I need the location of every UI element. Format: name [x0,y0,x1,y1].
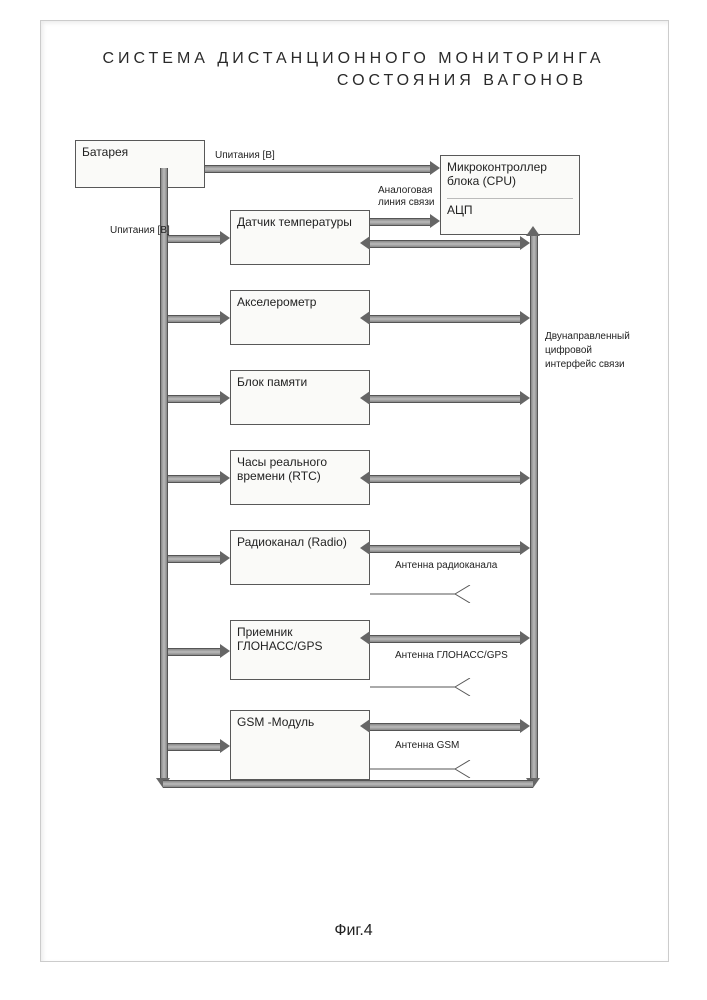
pwr-to-glonass-head [220,644,230,658]
pwr-to-rtc [168,475,220,483]
pwr-to-memory-head [220,391,230,405]
block-accel-label: Акселерометр [237,295,316,309]
rtc-to-bus [370,475,520,483]
radio-to-bus-head-l [360,541,370,555]
temp-to-bus [370,240,520,248]
accel-to-bus-head-r [520,311,530,325]
label-u-power-top: Uпитания [В] [215,150,275,161]
glonass-to-bus-head-l [360,631,370,645]
block-gsm-label: GSM -Модуль [237,715,314,729]
label-digital-iface: Двунаправленный цифровой интерфейс связи [545,330,635,372]
antenna-radio-icon [370,585,480,603]
temp-to-bus-head-r [520,236,530,250]
digital-bus-right-arrowhead-up [526,226,540,236]
pwr-to-temp-head [220,231,230,245]
pwr-to-glonass [168,648,220,656]
pwr-to-rtc-head [220,471,230,485]
accel-to-bus-head-l [360,311,370,325]
block-gsm: GSM -Модуль [230,710,370,780]
block-memory: Блок памяти [230,370,370,425]
memory-to-bus [370,395,520,403]
block-radio-label: Радиоканал (Radio) [237,535,347,549]
digital-bus-right [530,235,538,780]
pwr-to-gsm [168,743,220,751]
bottom-bus [163,780,533,788]
label-u-power-left: Uпитания [В] [110,225,170,236]
memory-to-bus-head-r [520,391,530,405]
antenna-glonass-icon [370,678,480,696]
block-temp-sensor: Датчик температуры [230,210,370,265]
temp-to-bus-head-l [360,236,370,250]
power-bus-left [160,168,168,780]
title-line-2: СОСТОЯНИЯ ВАГОНОВ [0,72,707,90]
diagram-title: СИСТЕМА ДИСТАНЦИОННОГО МОНИТОРИНГА СОСТО… [0,50,707,90]
pwr-to-accel [168,315,220,323]
label-analog-line: Аналоговая линия связи [378,185,438,209]
accel-to-bus [370,315,520,323]
block-battery-label: Батарея [82,145,128,159]
block-cpu: Микроконтроллер блока (CPU) АЦП [440,155,580,235]
label-antenna-glonass: Антенна ГЛОНАСС/GPS [395,650,508,661]
gsm-to-bus-head-l [360,719,370,733]
rtc-to-bus-head-l [360,471,370,485]
block-memory-label: Блок памяти [237,375,307,389]
pwr-to-gsm-head [220,739,230,753]
memory-to-bus-head-l [360,391,370,405]
figure-caption: Фиг.4 [0,922,707,940]
power-bus-top-arrowhead [430,161,440,175]
block-adc-label: АЦП [447,198,573,217]
pwr-to-radio [168,555,220,563]
radio-to-bus [370,545,520,553]
block-battery: Батарея [75,140,205,188]
gsm-to-bus [370,723,520,731]
label-antenna-gsm: Антенна GSM [395,740,459,751]
rtc-to-bus-head-r [520,471,530,485]
pwr-to-accel-head [220,311,230,325]
radio-to-bus-head-r [520,541,530,555]
pwr-to-memory [168,395,220,403]
page: СИСТЕМА ДИСТАНЦИОННОГО МОНИТОРИНГА СОСТО… [0,0,707,1000]
temp-to-adc-head [430,214,440,228]
glonass-to-bus-head-r [520,631,530,645]
power-bus-top [205,165,430,173]
block-temp-sensor-label: Датчик температуры [237,215,352,229]
pwr-to-temp [168,235,220,243]
block-radio: Радиоканал (Radio) [230,530,370,585]
block-glonass-label: Приемник ГЛОНАСС/GPS [237,625,322,653]
label-antenna-radio: Антенна радиоканала [395,560,497,571]
block-cpu-line2: блока (CPU) [447,174,573,188]
antenna-gsm-icon [370,760,480,778]
block-cpu-line1: Микроконтроллер [447,160,573,174]
gsm-to-bus-head-r [520,719,530,733]
temp-to-adc [370,218,430,226]
pwr-to-radio-head [220,551,230,565]
glonass-to-bus [370,635,520,643]
block-rtc-label: Часы реального времени (RTC) [237,455,327,483]
block-glonass: Приемник ГЛОНАСС/GPS [230,620,370,680]
block-accel: Акселерометр [230,290,370,345]
block-rtc: Часы реального времени (RTC) [230,450,370,505]
title-line-1: СИСТЕМА ДИСТАНЦИОННОГО МОНИТОРИНГА [102,50,604,67]
